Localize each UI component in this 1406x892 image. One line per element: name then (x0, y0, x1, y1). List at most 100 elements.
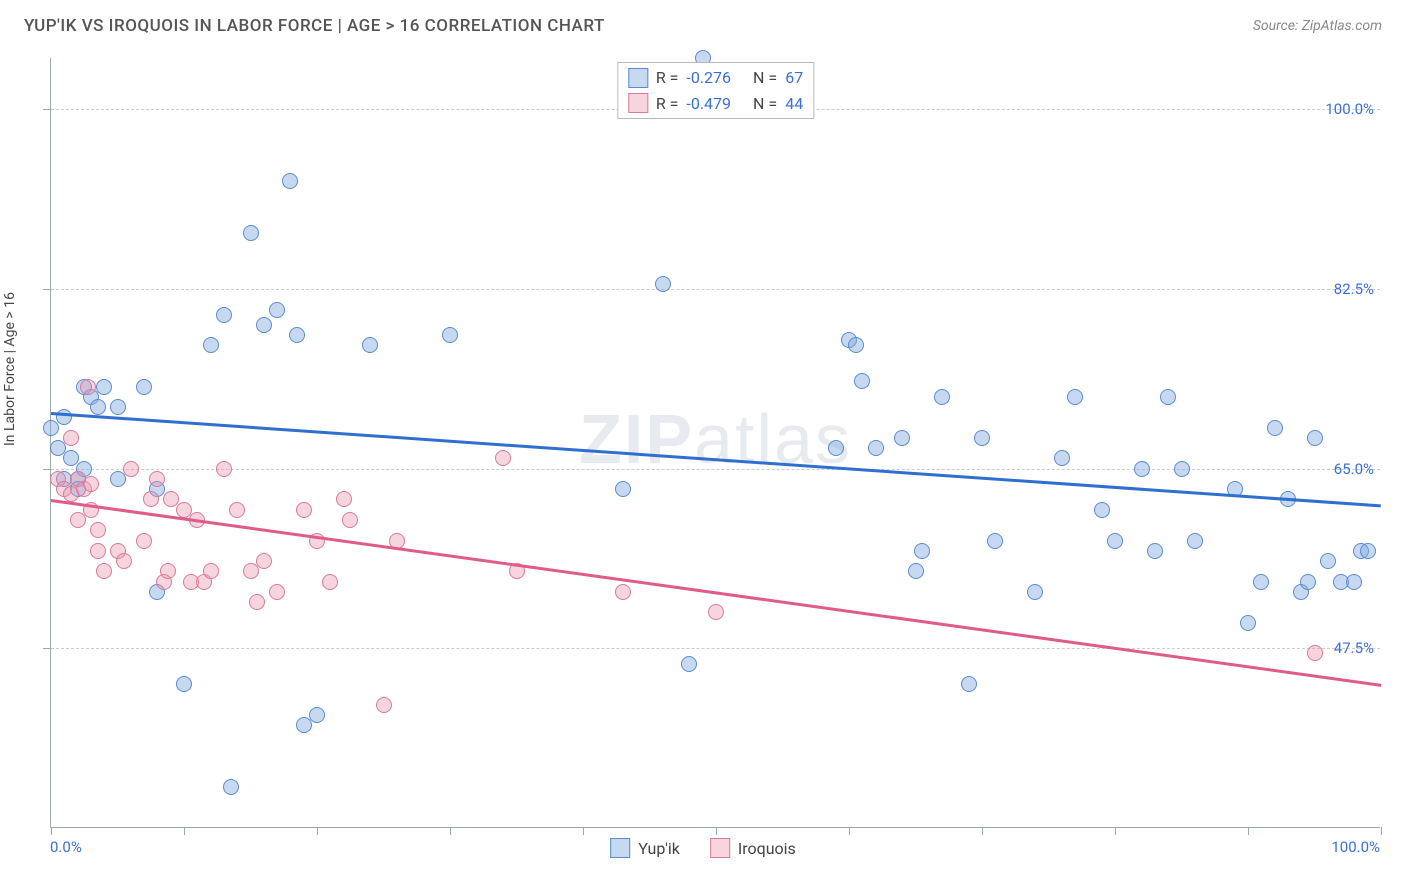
x-tick (1115, 827, 1116, 835)
data-point (961, 676, 977, 692)
data-point (1027, 584, 1043, 600)
data-point (615, 584, 631, 600)
data-point (1360, 543, 1376, 559)
x-tick (1248, 827, 1249, 835)
data-point (1307, 645, 1323, 661)
y-gridline (51, 289, 1380, 290)
data-point (203, 337, 219, 353)
data-point (243, 225, 259, 241)
data-point (80, 379, 96, 395)
data-point (495, 450, 511, 466)
data-point (269, 302, 285, 318)
data-point (708, 604, 724, 620)
data-point (296, 502, 312, 518)
y-tick (43, 289, 51, 290)
data-point (203, 563, 219, 579)
data-point (342, 512, 358, 528)
legend-label-yupik: Yup'ik (638, 839, 680, 858)
x-axis-min-label: 0.0% (50, 838, 82, 856)
data-point (442, 327, 458, 343)
x-tick (849, 827, 850, 835)
bottom-legend: Yup'ik Iroquois (610, 838, 796, 858)
data-point (1054, 450, 1070, 466)
data-point (681, 656, 697, 672)
stat-n-label-2: N = (753, 91, 777, 117)
stat-r-label-2: R = (656, 91, 679, 117)
trend-line (51, 412, 1381, 507)
x-tick (1381, 827, 1382, 835)
x-tick (450, 827, 451, 835)
legend-swatch-iroquois (710, 838, 730, 858)
data-point (1160, 389, 1176, 405)
x-tick (716, 827, 717, 835)
data-point (123, 461, 139, 477)
chart-source: Source: ZipAtlas.com (1253, 18, 1382, 34)
data-point (216, 307, 232, 323)
data-point (908, 563, 924, 579)
data-point (223, 779, 239, 795)
stat-r-label-1: R = (656, 65, 679, 91)
data-point (1346, 574, 1362, 590)
data-point (90, 399, 106, 415)
x-tick (51, 827, 52, 835)
data-point (243, 563, 259, 579)
data-point (296, 717, 312, 733)
data-point (1094, 502, 1110, 518)
data-point (1174, 461, 1190, 477)
chart-header: YUP'IK VS IROQUOIS IN LABOR FORCE | AGE … (24, 16, 1382, 36)
data-point (848, 337, 864, 353)
stats-row-1: R = -0.276 N = 67 (628, 65, 803, 91)
data-point (615, 481, 631, 497)
data-point (282, 173, 298, 189)
stat-r-value-2: -0.479 (686, 91, 731, 117)
x-axis-max-label: 100.0% (1331, 838, 1380, 856)
data-point (987, 533, 1003, 549)
data-point (894, 430, 910, 446)
data-point (63, 430, 79, 446)
data-point (1300, 574, 1316, 590)
y-tick-label: 47.5% (1334, 639, 1374, 657)
data-point (1240, 615, 1256, 631)
chart-title: YUP'IK VS IROQUOIS IN LABOR FORCE | AGE … (24, 16, 605, 36)
data-point (110, 471, 126, 487)
plot-area: ZIPatlas R = -0.276 N = 67 R = -0.479 N … (50, 58, 1380, 828)
data-point (1320, 553, 1336, 569)
data-point (1067, 389, 1083, 405)
x-tick (982, 827, 983, 835)
data-point (376, 697, 392, 713)
data-point (96, 563, 112, 579)
data-point (655, 276, 671, 292)
data-point (96, 379, 112, 395)
x-tick (184, 827, 185, 835)
data-point (336, 491, 352, 507)
stats-legend-box: R = -0.276 N = 67 R = -0.479 N = 44 (617, 62, 814, 119)
data-point (1147, 543, 1163, 559)
data-point (83, 476, 99, 492)
y-tick (43, 109, 51, 110)
y-gridline (51, 648, 1380, 649)
data-point (828, 440, 844, 456)
data-point (1107, 533, 1123, 549)
swatch-iroquois (628, 93, 648, 113)
legend-item-iroquois: Iroquois (710, 838, 796, 858)
data-point (90, 543, 106, 559)
data-point (322, 574, 338, 590)
x-tick (317, 827, 318, 835)
data-point (70, 512, 86, 528)
data-point (854, 373, 870, 389)
data-point (1187, 533, 1203, 549)
legend-item-yupik: Yup'ik (610, 838, 680, 858)
data-point (1134, 461, 1150, 477)
data-point (1307, 430, 1323, 446)
stat-r-value-1: -0.276 (686, 65, 731, 91)
data-point (90, 522, 106, 538)
trend-line (51, 499, 1381, 686)
data-point (110, 399, 126, 415)
y-axis-title: In Labor Force | Age > 16 (2, 292, 18, 446)
data-point (914, 543, 930, 559)
legend-swatch-yupik (610, 838, 630, 858)
data-point (136, 379, 152, 395)
x-tick (583, 827, 584, 835)
legend-label-iroquois: Iroquois (738, 839, 796, 858)
data-point (1253, 574, 1269, 590)
